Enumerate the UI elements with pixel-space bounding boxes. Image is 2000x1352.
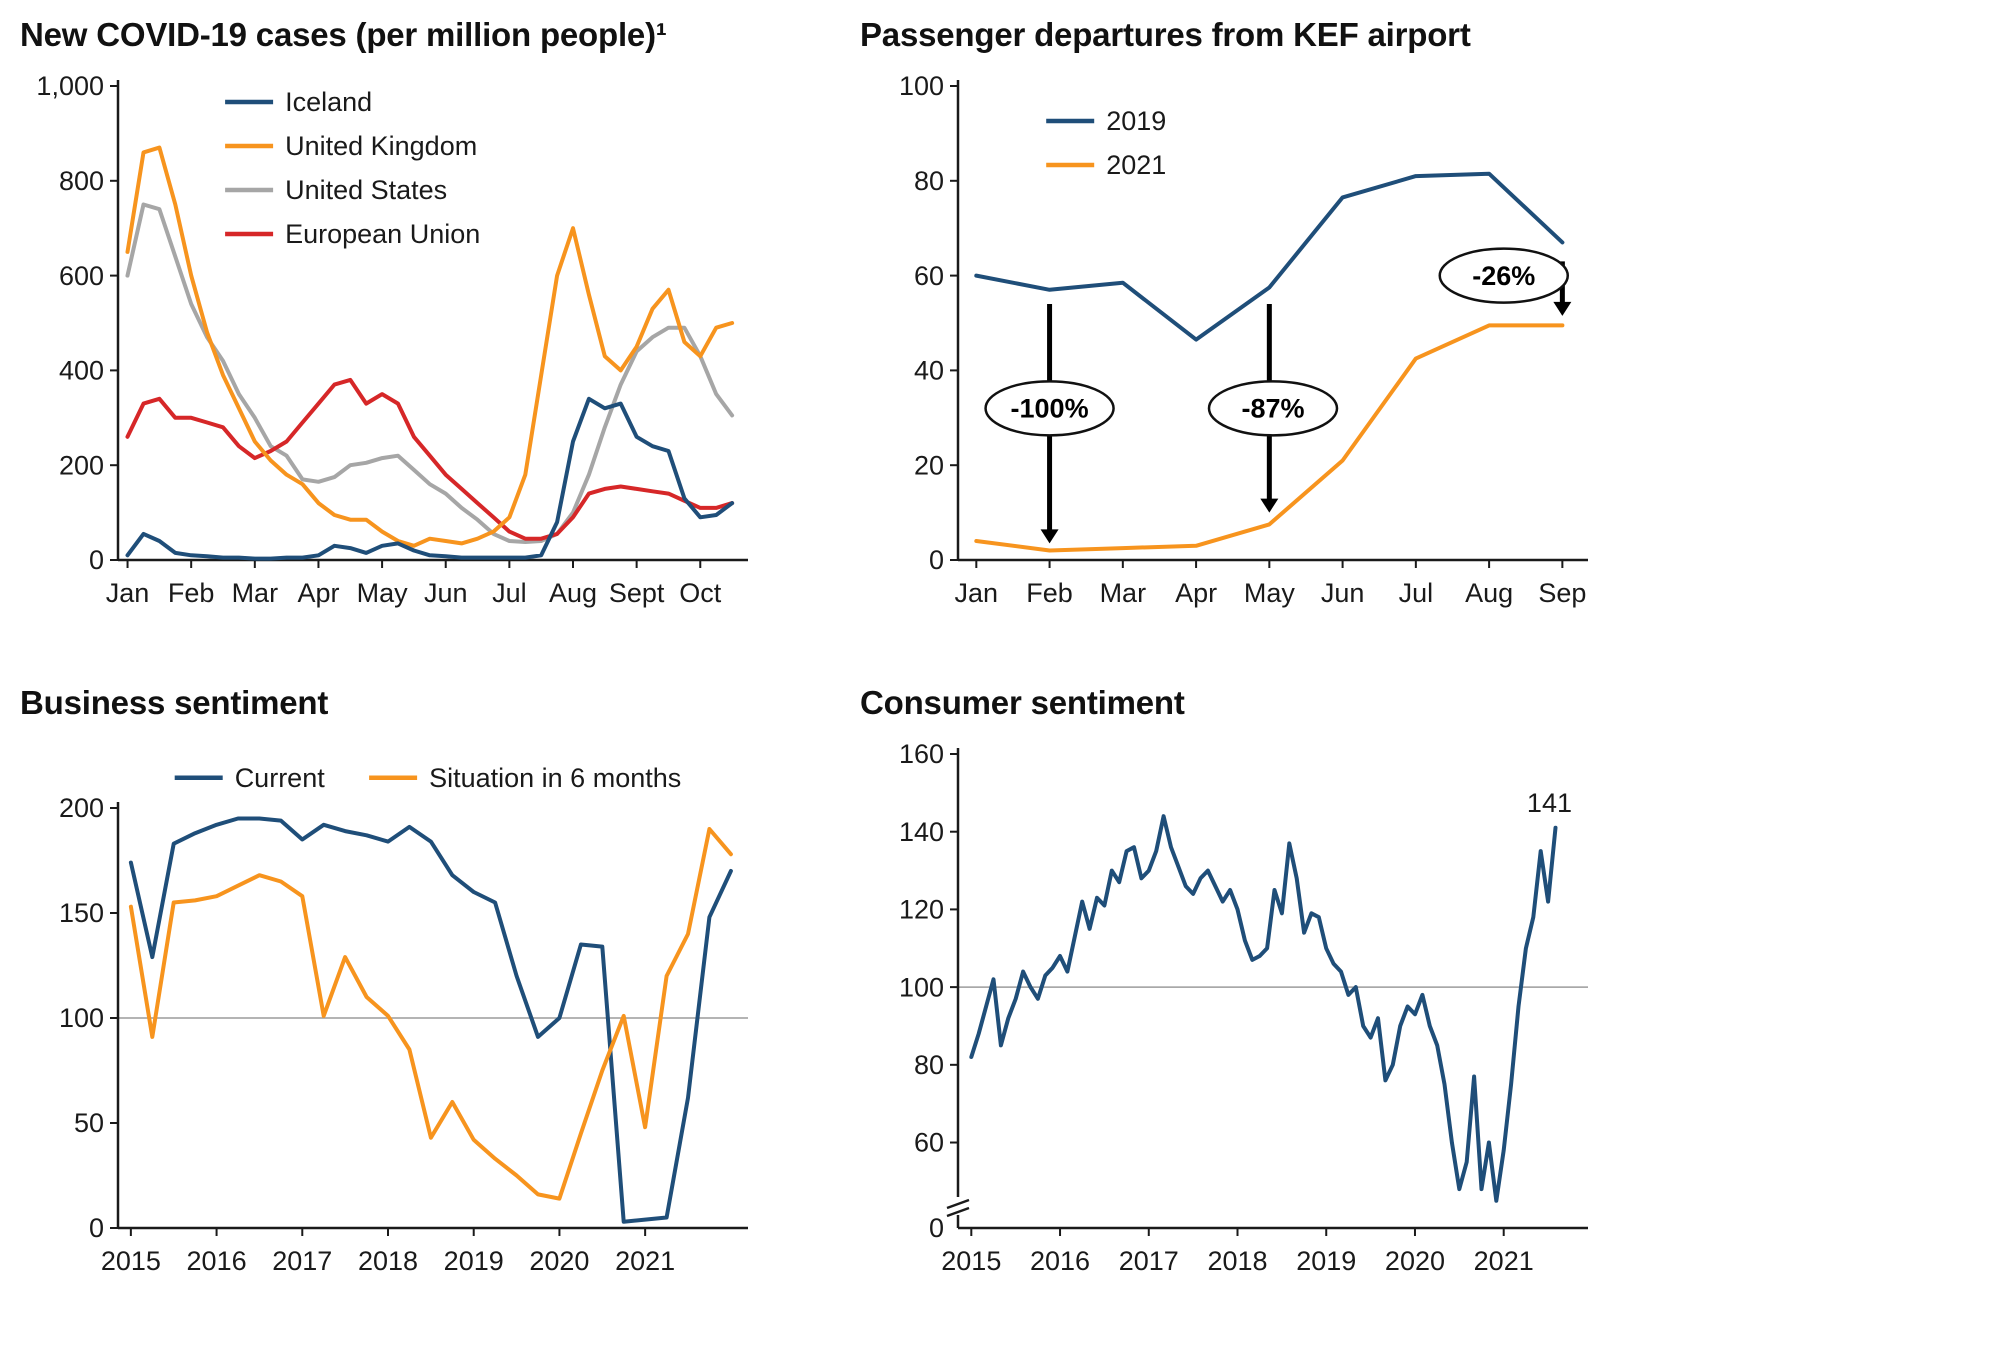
svg-text:Mar: Mar (1100, 578, 1147, 608)
svg-text:2020: 2020 (529, 1246, 589, 1276)
svg-text:2017: 2017 (272, 1246, 332, 1276)
consumer-sentiment-plot: 60 80 100 120 140 160 2015 2016 2017 2018 2019 2020… (899, 739, 1588, 1276)
svg-text:100: 100 (59, 1003, 104, 1033)
svg-text:1,000: 1,000 (36, 71, 104, 101)
covid-cases-title: New COVID-19 cases (per million people)¹ (20, 16, 667, 53)
svg-text:100: 100 (899, 71, 944, 101)
covid-cases-chart: New COVID-19 cases (per million people)¹… (18, 16, 818, 620)
svg-text:150: 150 (59, 898, 104, 928)
business-sentiment-chart: Business sentiment 0 50 100 150 200 2015 2016 2… (18, 684, 818, 1288)
svg-text:Aug: Aug (549, 578, 597, 608)
svg-text:Jan: Jan (106, 578, 150, 608)
svg-text:Sept: Sept (609, 578, 665, 608)
svg-text:United States: United States (285, 175, 447, 205)
svg-text:Aug: Aug (1465, 578, 1513, 608)
svg-text:160: 160 (899, 739, 944, 769)
svg-text:Apr: Apr (1175, 578, 1217, 608)
kef-departures-title: Passenger departures from KEF airport (860, 16, 1471, 53)
svg-text:United Kingdom: United Kingdom (285, 131, 477, 161)
svg-text:2016: 2016 (1030, 1246, 1090, 1276)
covid-cases-plot: 0 200 400 600 800 1,000 Jan Feb Mar Apr May Jun Jul A… (36, 71, 748, 608)
svg-text:80: 80 (914, 1050, 944, 1080)
svg-text:Jul: Jul (1399, 578, 1434, 608)
business-sentiment-plot: 0 50 100 150 200 2015 2016 2017 2018 2019 2020 2021… (59, 763, 748, 1276)
svg-text:Mar: Mar (232, 578, 279, 608)
svg-text:2016: 2016 (187, 1246, 247, 1276)
svg-text:60: 60 (914, 261, 944, 291)
svg-text:2020: 2020 (1385, 1246, 1445, 1276)
business-sentiment-title: Business sentiment (20, 684, 329, 721)
svg-text:May: May (1244, 578, 1296, 608)
svg-text:200: 200 (59, 793, 104, 823)
svg-text:800: 800 (59, 166, 104, 196)
svg-text:600: 600 (59, 261, 104, 291)
svg-text:40: 40 (914, 356, 944, 386)
svg-text:Jan: Jan (955, 578, 999, 608)
svg-text:Jun: Jun (1321, 578, 1365, 608)
svg-text:2015: 2015 (101, 1246, 161, 1276)
svg-text:2019: 2019 (444, 1246, 504, 1276)
svg-text:-100%: -100% (1011, 394, 1089, 424)
svg-text:0: 0 (929, 545, 944, 575)
consumer-sentiment-chart: Consumer sentiment 60 80 100 120 140 160 2015 2… (858, 684, 1658, 1288)
svg-text:Apr: Apr (297, 578, 339, 608)
svg-text:80: 80 (914, 166, 944, 196)
svg-text:Sep: Sep (1538, 578, 1586, 608)
svg-text:Oct: Oct (679, 578, 722, 608)
svg-text:Feb: Feb (1026, 578, 1073, 608)
svg-text:2018: 2018 (358, 1246, 418, 1276)
svg-text:0: 0 (89, 545, 104, 575)
svg-text:2021: 2021 (615, 1246, 675, 1276)
svg-text:May: May (357, 578, 409, 608)
report-page: New COVID-19 cases (per million people)¹… (18, 16, 1658, 1288)
svg-text:120: 120 (899, 895, 944, 925)
svg-text:Current: Current (235, 763, 326, 793)
svg-text:2015: 2015 (941, 1246, 1001, 1276)
svg-text:Feb: Feb (168, 578, 215, 608)
svg-text:20: 20 (914, 450, 944, 480)
svg-text:2019: 2019 (1106, 106, 1166, 136)
svg-text:2021: 2021 (1474, 1246, 1534, 1276)
svg-text:Jul: Jul (492, 578, 527, 608)
consumer-sentiment-title: Consumer sentiment (860, 684, 1185, 721)
svg-text:50: 50 (74, 1108, 104, 1138)
svg-text:Situation in 6 months: Situation in 6 months (429, 763, 681, 793)
svg-text:Iceland: Iceland (285, 87, 372, 117)
svg-text:400: 400 (59, 356, 104, 386)
kef-departures-chart: Passenger departures from KEF airport 0 2… (858, 16, 1658, 620)
svg-text:-26%: -26% (1472, 261, 1535, 291)
svg-text:2019: 2019 (1296, 1246, 1356, 1276)
svg-text:Jun: Jun (424, 578, 468, 608)
svg-text:140: 140 (899, 817, 944, 847)
svg-text:200: 200 (59, 450, 104, 480)
svg-text:European Union: European Union (285, 219, 480, 249)
svg-text:2018: 2018 (1207, 1246, 1267, 1276)
kef-departures-plot: 0 20 40 60 80 100 Jan Feb Mar Apr May Jun Jul Aug Sep 2… (899, 71, 1588, 608)
svg-text:2021: 2021 (1106, 150, 1166, 180)
svg-text:0: 0 (89, 1213, 104, 1243)
svg-text:2017: 2017 (1119, 1246, 1179, 1276)
svg-text:100: 100 (899, 972, 944, 1002)
svg-text:60: 60 (914, 1128, 944, 1158)
svg-text:0: 0 (929, 1213, 944, 1243)
svg-text:141: 141 (1527, 788, 1572, 818)
svg-text:-87%: -87% (1241, 394, 1304, 424)
